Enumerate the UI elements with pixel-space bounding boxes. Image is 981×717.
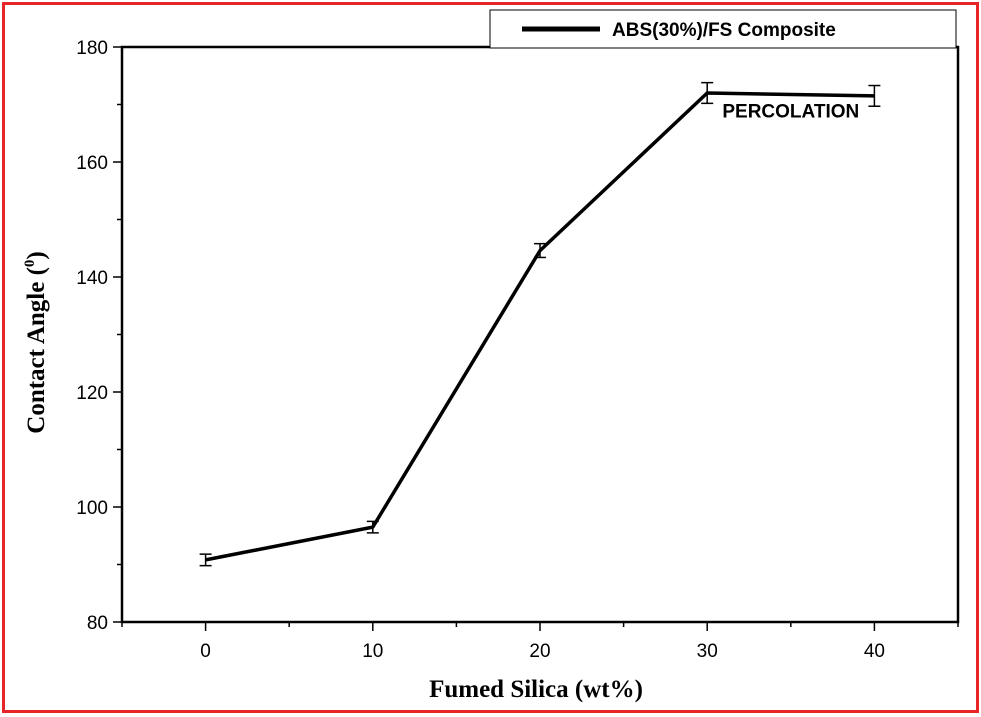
error-bar (366, 520, 379, 534)
legend-label: ABS(30%)/FS Composite (612, 20, 836, 41)
y-axis-title-superscript: 0 (22, 260, 38, 268)
x-tick-label: 30 (697, 641, 718, 662)
y-tick-label: 120 (76, 383, 108, 404)
error-bar (534, 242, 546, 259)
y-tick-label: 80 (87, 613, 108, 634)
x-tick-label: 10 (362, 641, 383, 662)
tick-labels: 0 10 20 30 40 80 100 120 140 160 180 (76, 38, 885, 662)
axis-ticks (113, 46, 959, 631)
y-axis-title-main: Contact Angle ( (23, 267, 50, 434)
series-line (205, 91, 875, 562)
x-tick-label: 20 (529, 641, 550, 662)
y-tick-label: 160 (76, 153, 108, 174)
error-bar (199, 553, 212, 567)
x-tick-label: 0 (200, 641, 211, 662)
error-bar (868, 84, 881, 107)
x-axis-title: Fumed Silica (wt%) (429, 676, 643, 703)
y-axis-title-close: ) (23, 251, 50, 259)
error-bar (701, 81, 714, 105)
data-layer (199, 81, 881, 567)
y-tick-label: 100 (76, 498, 108, 519)
y-tick-label: 140 (76, 268, 108, 289)
x-tick-label: 40 (864, 641, 885, 662)
y-axis-title: Contact Angle (0) (22, 251, 50, 433)
legend: ABS(30%)/FS Composite (489, 9, 957, 49)
percolation-annotation: PERCOLATION (722, 101, 859, 122)
plot-area-frame (120, 45, 960, 624)
y-tick-label: 180 (76, 38, 108, 59)
